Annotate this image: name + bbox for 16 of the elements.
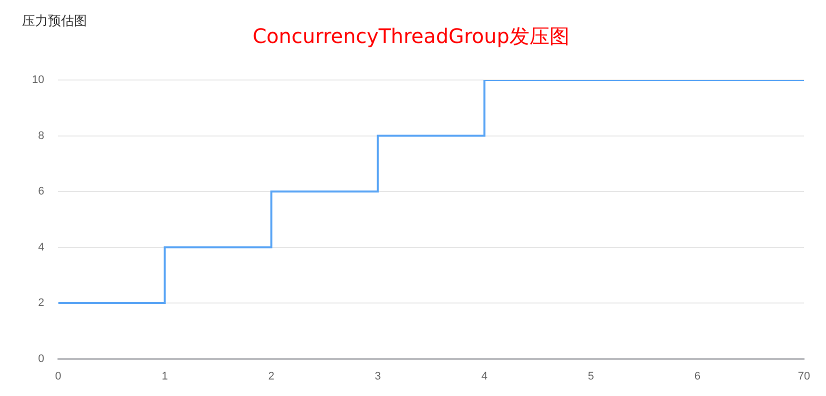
y-tick-label: 10 [32,74,44,86]
y-tick-label: 6 [38,186,44,198]
y-tick-label: 0 [38,352,44,365]
x-tick-label: 70 [798,370,810,382]
x-tick-label: 4 [481,370,488,382]
chart-title: ConcurrencyThreadGroup发压图 [252,24,570,48]
x-tick-label: 0 [55,370,62,382]
y-tick-label: 2 [38,297,44,310]
y-tick-label: 4 [38,241,44,254]
x-tick-label: 5 [588,370,594,382]
y-tick-label: 8 [38,130,44,142]
chart-subtitle: 压力预估图 [22,13,87,30]
x-tick-label: 2 [268,370,274,382]
x-tick-label: 1 [162,370,168,382]
x-tick-label: 6 [694,370,701,382]
x-tick-label: 3 [374,370,381,382]
